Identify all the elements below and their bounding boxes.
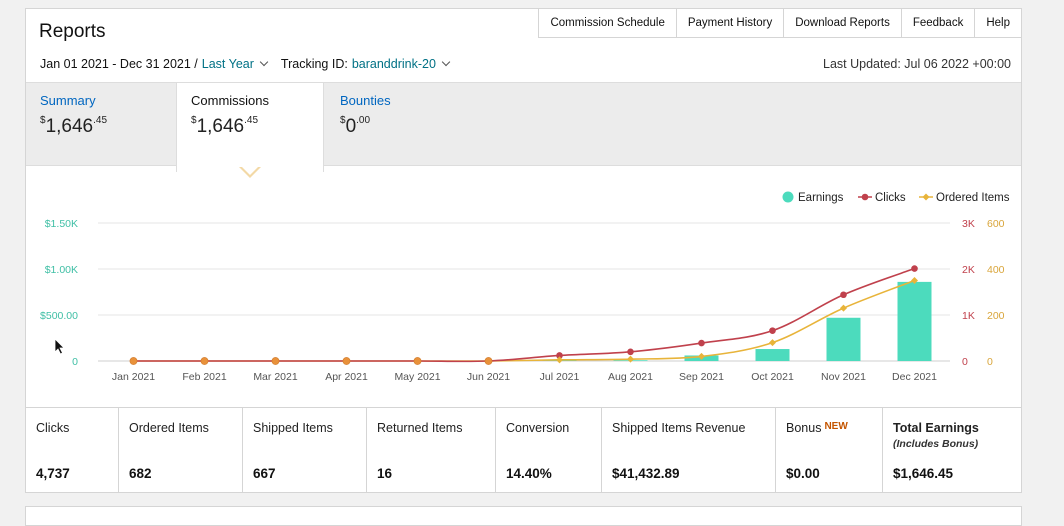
date-range: Jan 01 2021 - Dec 31 2021 / bbox=[40, 57, 198, 71]
earnings-chart: 0 $500.00 $1.00K $1.50K 0 1K 2K 3K 0 200 400 600 Jan… bbox=[26, 181, 1021, 406]
right-axis-tick: 2K bbox=[962, 264, 975, 276]
legend-clicks-swatch bbox=[862, 194, 869, 201]
right-axis-tick: 600 bbox=[987, 218, 1005, 230]
right-axis-tick: 400 bbox=[987, 264, 1005, 276]
chevron-down-icon bbox=[260, 58, 268, 66]
left-axis-tick: 0 bbox=[72, 356, 78, 368]
clicks-point bbox=[911, 265, 918, 272]
ordered-items-line bbox=[134, 281, 915, 362]
right-axis-tick: 1K bbox=[962, 310, 975, 322]
left-axis-tick: $500.00 bbox=[40, 310, 78, 322]
help-link[interactable]: Help bbox=[974, 8, 1022, 38]
x-axis-tick: Dec 2021 bbox=[892, 371, 937, 383]
stat-total-earnings: Total Earnings (Includes Bonus) $1,646.4… bbox=[883, 408, 1021, 493]
earnings-bar bbox=[898, 282, 932, 361]
reports-panel: Reports Commission Schedule Payment Hist… bbox=[25, 8, 1022, 493]
x-axis-tick: Mar 2021 bbox=[253, 371, 298, 383]
x-axis-tick: Oct 2021 bbox=[751, 371, 794, 383]
x-axis-tick: Jan 2021 bbox=[112, 371, 155, 383]
stat-conversion: Conversion 14.40% bbox=[496, 408, 602, 493]
chevron-down-icon bbox=[442, 58, 450, 66]
legend-earnings-swatch bbox=[783, 192, 794, 203]
clicks-point bbox=[698, 340, 705, 347]
page-title: Reports bbox=[39, 21, 106, 43]
stat-ordered-items: Ordered Items 682 bbox=[119, 408, 243, 493]
x-axis-tick: Jun 2021 bbox=[467, 371, 510, 383]
clicks-point bbox=[840, 291, 847, 298]
filter-row: Jan 01 2021 - Dec 31 2021 / Last Year Tr… bbox=[40, 57, 449, 71]
tab-commissions[interactable]: Commissions $1,646.45 bbox=[176, 83, 324, 172]
period-label: Last Year bbox=[202, 57, 254, 71]
earnings-bar bbox=[827, 318, 861, 361]
tracking-id: baranddrink-20 bbox=[352, 57, 436, 71]
tab-amount: $1,646.45 bbox=[191, 116, 323, 138]
download-reports-link[interactable]: Download Reports bbox=[783, 8, 902, 38]
zero-point bbox=[201, 357, 208, 364]
ordered-items-point bbox=[840, 305, 847, 312]
right-axis-tick: 0 bbox=[987, 356, 993, 368]
tab-label: Bounties bbox=[340, 93, 480, 108]
top-nav: Commission Schedule Payment History Down… bbox=[539, 8, 1022, 38]
x-axis-tick: Aug 2021 bbox=[608, 371, 653, 383]
zero-point bbox=[272, 357, 279, 364]
stat-shipped-revenue: Shipped Items Revenue $41,432.89 bbox=[602, 408, 776, 493]
clicks-point bbox=[769, 327, 776, 334]
tab-label: Commissions bbox=[191, 93, 323, 108]
ordered-items-point bbox=[627, 356, 634, 363]
tab-amount: $1,646.45 bbox=[40, 116, 180, 138]
period-dropdown[interactable]: Last Year bbox=[202, 57, 267, 71]
commission-schedule-link[interactable]: Commission Schedule bbox=[538, 8, 676, 38]
right-axis-tick: 0 bbox=[962, 356, 968, 368]
legend-ordered-swatch bbox=[923, 194, 930, 201]
zero-point bbox=[130, 357, 137, 364]
new-badge: NEW bbox=[824, 421, 847, 432]
x-axis-tick: Sep 2021 bbox=[679, 371, 724, 383]
ordered-items-point bbox=[769, 339, 776, 346]
earnings-bar bbox=[756, 349, 790, 361]
right-axis-tick: 200 bbox=[987, 310, 1005, 322]
feedback-link[interactable]: Feedback bbox=[901, 8, 976, 38]
tab-bar: Summary $1,646.45 Commissions $1,646.45 … bbox=[26, 82, 1021, 166]
active-tab-caret bbox=[239, 167, 261, 178]
next-panel bbox=[25, 506, 1022, 526]
tracking-id-dropdown[interactable]: baranddrink-20 bbox=[352, 57, 449, 71]
stat-clicks: Clicks 4,737 bbox=[26, 408, 119, 493]
stat-returned-items: Returned Items 16 bbox=[367, 408, 496, 493]
x-axis-tick: Nov 2021 bbox=[821, 371, 866, 383]
legend-ordered-label: Ordered Items bbox=[936, 192, 1010, 204]
x-axis-tick: May 2021 bbox=[394, 371, 440, 383]
clicks-point bbox=[627, 349, 634, 356]
tab-label: Summary bbox=[40, 93, 180, 108]
stats-row: Clicks 4,737 Ordered Items 682 Shipped I… bbox=[26, 407, 1021, 493]
stat-shipped-items: Shipped Items 667 bbox=[243, 408, 367, 493]
zero-point bbox=[414, 357, 421, 364]
x-axis-tick: Apr 2021 bbox=[325, 371, 368, 383]
zero-point bbox=[485, 357, 492, 364]
right-axis-tick: 3K bbox=[962, 218, 975, 230]
last-updated: Last Updated: Jul 06 2022 +00:00 bbox=[823, 57, 1011, 71]
payment-history-link[interactable]: Payment History bbox=[676, 8, 784, 38]
tab-summary[interactable]: Summary $1,646.45 bbox=[40, 83, 180, 167]
legend-earnings-label: Earnings bbox=[798, 192, 844, 204]
x-axis-tick: Feb 2021 bbox=[182, 371, 227, 383]
x-axis-tick: Jul 2021 bbox=[540, 371, 580, 383]
legend-clicks-label: Clicks bbox=[875, 192, 906, 204]
tracking-label: Tracking ID: bbox=[281, 57, 348, 71]
tab-amount: $0.00 bbox=[340, 116, 480, 138]
mouse-cursor-icon bbox=[54, 338, 66, 356]
tab-bounties[interactable]: Bounties $0.00 bbox=[340, 83, 480, 167]
left-axis-tick: $1.00K bbox=[45, 264, 78, 276]
zero-point bbox=[343, 357, 350, 364]
left-axis-tick: $1.50K bbox=[45, 218, 78, 230]
